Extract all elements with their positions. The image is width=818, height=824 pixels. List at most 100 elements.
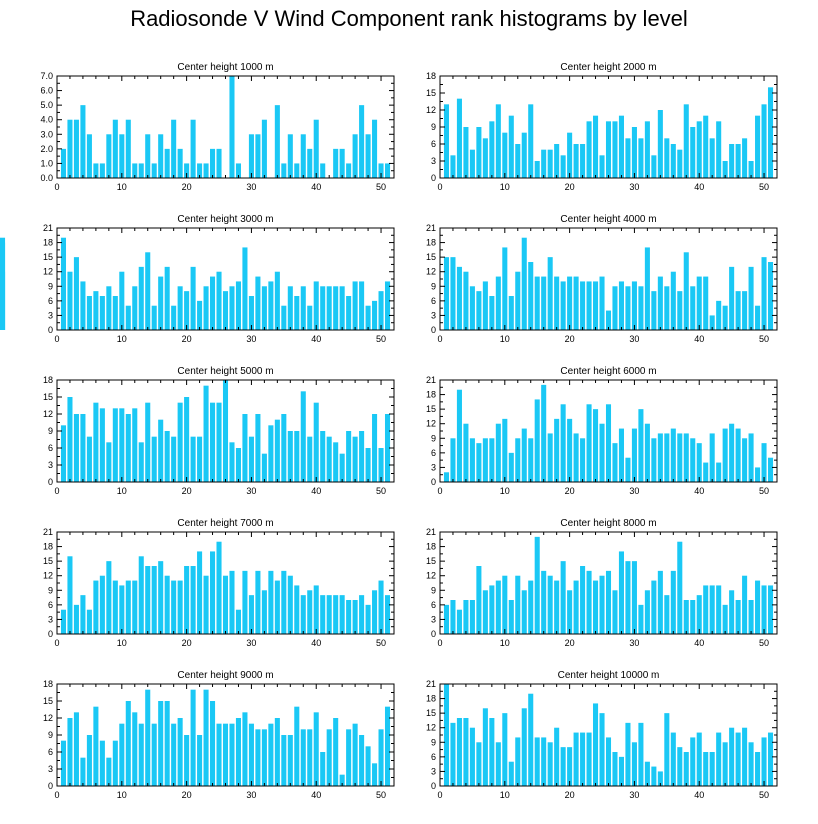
y-tick-label: 9 — [431, 122, 436, 132]
x-tick-label: 10 — [500, 638, 510, 648]
x-tick-label: 30 — [246, 182, 256, 192]
histogram-bar — [184, 163, 190, 178]
histogram-bar — [333, 148, 339, 178]
y-tick-label: 12 — [426, 105, 436, 115]
histogram-bar — [657, 570, 663, 634]
histogram-bar — [755, 305, 761, 330]
histogram-bar — [93, 580, 99, 634]
x-tick-label: 30 — [629, 638, 639, 648]
histogram-bar — [554, 418, 560, 482]
y-tick-label: 9 — [48, 281, 53, 291]
histogram-bar — [651, 438, 657, 482]
histogram-bar — [547, 149, 553, 178]
y-tick-label: 12 — [43, 571, 53, 581]
histogram-bar — [73, 414, 79, 482]
histogram-bar — [651, 766, 657, 786]
histogram-bar — [119, 271, 125, 330]
histogram-bar — [489, 296, 495, 330]
x-tick-label: 40 — [694, 486, 704, 496]
histogram-bar — [203, 689, 209, 786]
y-tick-label: 3 — [431, 310, 436, 320]
histogram-bar — [612, 752, 618, 786]
histogram-bar — [197, 163, 203, 178]
histogram-bar — [359, 595, 365, 634]
x-tick-label: 40 — [694, 790, 704, 800]
y-tick-label: 6 — [431, 448, 436, 458]
panel-title: Center height 6000 m — [560, 366, 656, 377]
x-tick-label: 0 — [54, 334, 59, 344]
histogram-bar — [203, 385, 209, 482]
histogram-bar — [495, 423, 501, 482]
histogram-bar — [268, 425, 274, 482]
histogram-bar — [644, 121, 650, 178]
y-tick-label: 15 — [426, 556, 436, 566]
histogram-bar — [605, 121, 612, 178]
histogram-bar — [242, 247, 248, 330]
histogram-bar — [235, 448, 241, 482]
x-tick-label: 50 — [759, 790, 769, 800]
histogram-bar — [248, 436, 254, 482]
y-tick-label: 3 — [48, 310, 53, 320]
histogram-bar — [664, 286, 670, 330]
histogram-bar — [339, 595, 345, 634]
histogram-bar — [112, 408, 118, 482]
histogram-bar — [735, 600, 741, 634]
histogram-bar — [287, 575, 293, 634]
histogram-bar — [547, 433, 553, 482]
histogram-bar — [216, 271, 222, 330]
histogram-bar — [482, 281, 488, 330]
histogram-bar — [515, 271, 521, 330]
histogram-bar — [508, 296, 514, 330]
histogram-bar — [67, 718, 73, 786]
histogram-bar — [320, 286, 326, 330]
y-tick-label: 9 — [431, 585, 436, 595]
x-tick-label: 20 — [565, 182, 575, 192]
histogram-bar — [86, 134, 92, 178]
histogram-bar — [86, 609, 92, 634]
histogram-bar — [255, 276, 261, 330]
histogram-bar — [313, 402, 319, 482]
y-tick-label: 3 — [431, 462, 436, 472]
histogram-bar — [612, 286, 618, 330]
x-tick-label: 30 — [246, 638, 256, 648]
histogram-bar — [132, 163, 138, 178]
x-tick-label: 40 — [694, 182, 704, 192]
y-tick-label: 0 — [48, 477, 53, 487]
histogram-bar — [716, 300, 722, 330]
histogram-bar — [112, 580, 118, 634]
histogram-bar — [521, 590, 527, 634]
y-tick-label: 0.0 — [40, 173, 53, 183]
y-tick-label: 21 — [426, 223, 436, 233]
histogram-bar — [300, 729, 306, 786]
histogram-bar — [210, 276, 216, 330]
histogram-bar — [618, 428, 624, 482]
x-tick-label: 50 — [376, 334, 386, 344]
histogram-bar — [767, 87, 774, 178]
histogram-bar — [99, 163, 105, 178]
histogram-bar — [261, 590, 267, 634]
histogram-bar — [326, 595, 332, 634]
histogram-bar — [372, 763, 378, 786]
histogram-bar — [761, 585, 767, 634]
histogram-bar — [573, 144, 579, 178]
y-tick-label: 6.0 — [40, 86, 53, 96]
y-tick-label: 0 — [48, 781, 53, 791]
x-tick-label: 0 — [437, 486, 442, 496]
histogram-bar — [690, 127, 696, 178]
panel-7: Center height 7000 m 0 10 20 30 40 50 0 3 6 9 12 15 1… — [43, 518, 395, 648]
histogram-bar — [456, 718, 462, 786]
histogram-bar — [476, 566, 482, 634]
histogram-bar — [554, 727, 560, 786]
histogram-bar — [657, 276, 663, 330]
histogram-bar — [651, 155, 657, 178]
histogram-bar — [677, 541, 683, 634]
x-tick-label: 50 — [376, 182, 386, 192]
histogram-bar — [605, 737, 612, 786]
histogram-bar — [580, 732, 586, 786]
histogram-bar — [670, 144, 676, 178]
histogram-bar — [456, 389, 462, 482]
histogram-bar — [599, 713, 605, 786]
histogram-bar — [489, 121, 495, 178]
histogram-bar — [443, 684, 450, 786]
histogram-bar — [664, 713, 670, 786]
